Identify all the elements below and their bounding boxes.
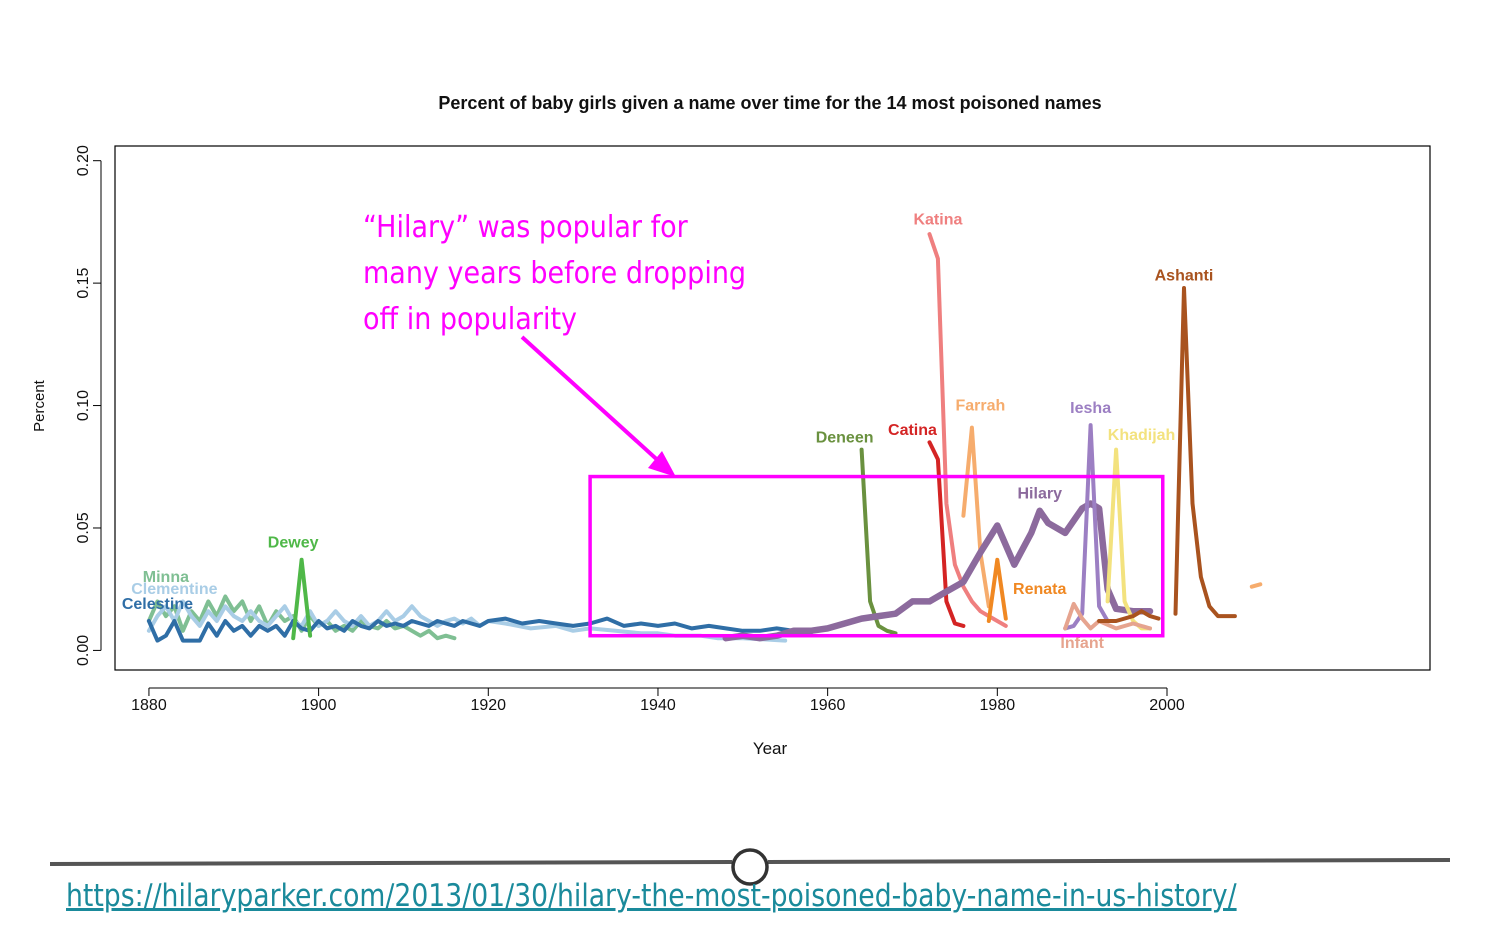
- x-tick-label: 1880: [131, 697, 167, 714]
- series-line-deneen: [859, 447, 898, 636]
- series-line-extra: [1249, 582, 1263, 589]
- series-label-celestine: Celestine: [122, 596, 193, 613]
- divider-circle-icon: [731, 848, 769, 886]
- series-line-farrah: [961, 425, 991, 609]
- series-line-catina: [927, 440, 966, 628]
- x-tick-label: 1980: [980, 697, 1016, 714]
- arrow: [520, 335, 676, 477]
- x-tick-label: 1940: [640, 697, 676, 714]
- y-tick-label: 0.15: [75, 267, 92, 298]
- x-tick-label: 1960: [810, 697, 846, 714]
- series-line-ashanti: [1173, 286, 1237, 619]
- y-tick-label: 0.20: [75, 145, 92, 176]
- series-line-infant: [1063, 601, 1152, 631]
- y-tick-label: 0.00: [75, 635, 92, 666]
- annotation-line: many years before dropping: [363, 256, 747, 291]
- annotation-line: “Hilary” was popular for: [363, 210, 688, 245]
- series-line-katina: [927, 232, 1008, 628]
- chart-title: Percent of baby girls given a name over …: [438, 93, 1101, 113]
- series-line-dewey: [291, 557, 313, 641]
- series-label-katina: Katina: [913, 211, 962, 228]
- plot-frame: [114, 145, 1431, 671]
- y-tick-label: 0.10: [75, 390, 92, 421]
- annotation-line: off in popularity: [363, 302, 578, 337]
- series-label-ashanti: Ashanti: [1155, 268, 1214, 285]
- highlight-box: [588, 474, 1165, 638]
- source-link[interactable]: https://hilaryparker.com/2013/01/30/hila…: [66, 878, 1237, 914]
- x-axis-label: Year: [753, 739, 788, 758]
- series-label-dewey: Dewey: [268, 535, 319, 552]
- series-label-iesha: Iesha: [1070, 400, 1111, 417]
- series-line-celestine: [146, 616, 813, 643]
- series-label-minna: Minna: [143, 569, 189, 586]
- series-line-renata: [986, 557, 1008, 623]
- series-line-iesha: [1063, 423, 1110, 631]
- annotation-text: “Hilary” was popular for many years befo…: [363, 205, 759, 343]
- series-line-ashanti: [1097, 609, 1161, 623]
- series-label-infant: Infant: [1060, 635, 1104, 652]
- footer-divider: [49, 848, 1451, 886]
- series-label-renata: Renata: [1013, 581, 1066, 598]
- series-label-khadijah: Khadijah: [1108, 427, 1176, 444]
- line-chart: Percent of baby girls given a name over …: [31, 93, 1431, 758]
- x-tick-label: 1920: [470, 697, 506, 714]
- series-label-catina: Catina: [888, 422, 937, 439]
- series-label-deneen: Deneen: [816, 429, 874, 446]
- y-tick-label: 0.05: [75, 512, 92, 543]
- x-tick-label: 1900: [301, 697, 337, 714]
- y-axis-label: Percent: [31, 379, 48, 432]
- series-label-hilary: Hilary: [1018, 486, 1063, 503]
- series-label-farrah: Farrah: [955, 397, 1005, 414]
- axes: 1880 1900 1920 1940 1960 1980 2000 0.00 0.05 0.10…: [75, 145, 1185, 714]
- x-tick-label: 2000: [1149, 697, 1185, 714]
- series-label-clementine: Clementine: [131, 581, 217, 598]
